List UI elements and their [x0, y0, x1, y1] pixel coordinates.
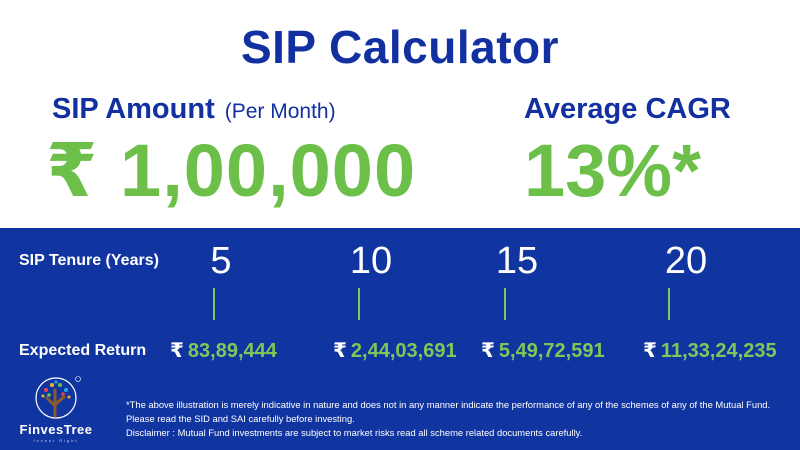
return-amount: 11,33,24,235 [660, 340, 777, 362]
sip-amount-label: SIP Amount (Per Month) [52, 93, 336, 126]
return-amount: 2,44,03,691 [350, 340, 457, 362]
rupee-symbol: ₹ [643, 340, 657, 362]
expected-return-value: ₹83,89,444 [170, 338, 277, 363]
sip-amount-label-text: SIP Amount [52, 93, 215, 125]
tree-icon [35, 376, 81, 419]
tenure-year: 20 [664, 240, 708, 282]
tenure-year: 5 [210, 240, 232, 282]
finvestree-logo: FinvesTree Invest Right [16, 376, 96, 448]
tenure-tick [213, 288, 215, 320]
logo-tagline: Invest Right [33, 438, 79, 443]
illustration-note: *The above illustration is merely indica… [126, 399, 771, 424]
returns-band: SIP Tenure (Years) Expected Return 5 ₹83… [0, 228, 800, 450]
expected-return-value: ₹5,49,72,591 [481, 338, 605, 363]
page-title: SIP Calculator [240, 21, 560, 73]
rupee-symbol: ₹ [333, 340, 347, 362]
return-amount: 5,49,72,591 [498, 340, 605, 362]
tenure-label: SIP Tenure (Years) [19, 252, 159, 269]
mutual-fund-disclaimer: Disclaimer : Mutual Fund investments are… [126, 427, 583, 438]
tenure-year: 10 [349, 240, 393, 282]
tenure-tick [504, 288, 506, 320]
rupee-symbol: ₹ [170, 340, 184, 362]
tenure-tick [668, 288, 670, 320]
expected-return-value: ₹11,33,24,235 [643, 338, 777, 363]
expected-return-value: ₹2,44,03,691 [333, 338, 457, 363]
logo-name: FinvesTree [19, 422, 93, 437]
tenure-year: 15 [495, 240, 539, 282]
cagr-value: 13%* [524, 129, 701, 212]
disclaimer-text: *The above illustration is merely indica… [126, 398, 794, 440]
sip-amount-sub-label: (Per Month) [224, 100, 336, 123]
expected-return-label: Expected Return [19, 342, 147, 359]
sip-amount-value: ₹ 1,00,000 [46, 129, 417, 212]
tenure-tick [358, 288, 360, 320]
rupee-symbol: ₹ [481, 340, 495, 362]
return-amount: 83,89,444 [187, 340, 277, 362]
cagr-label: Average CAGR [524, 93, 731, 125]
header-section: SIP Calculator SIP Amount (Per Month) ₹ 1… [46, 21, 731, 212]
